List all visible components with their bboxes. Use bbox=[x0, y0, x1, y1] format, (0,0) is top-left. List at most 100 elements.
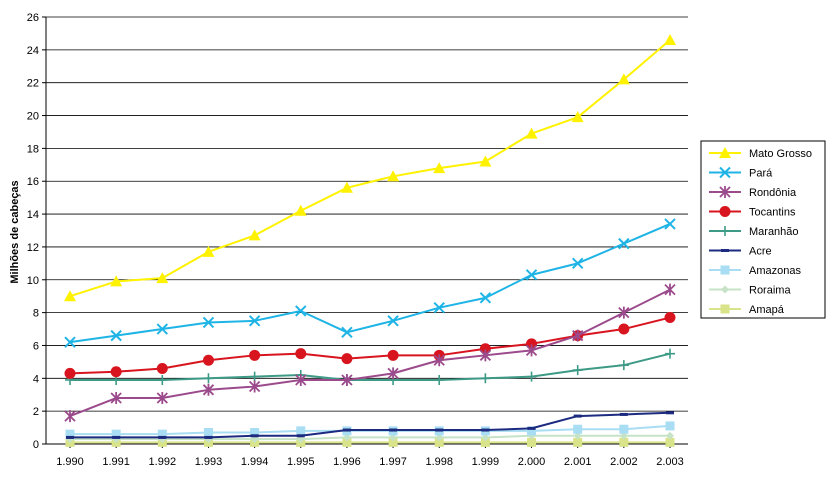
legend-swatch-marker bbox=[720, 226, 730, 236]
data-point bbox=[571, 257, 584, 270]
data-point bbox=[66, 435, 74, 439]
data-point bbox=[248, 315, 261, 327]
y-tick-label: 6 bbox=[33, 340, 39, 352]
y-tick-label: 18 bbox=[27, 143, 39, 155]
data-point bbox=[296, 434, 305, 438]
series-mato-grosso bbox=[64, 33, 676, 302]
data-point bbox=[157, 429, 167, 439]
data-point bbox=[203, 373, 214, 384]
data-point bbox=[479, 292, 492, 304]
data-point bbox=[156, 362, 168, 374]
legend-item-tocantins: Tocantins bbox=[709, 206, 796, 219]
data-point bbox=[527, 437, 537, 447]
data-point bbox=[665, 437, 675, 447]
y-tick-label: 24 bbox=[27, 45, 39, 57]
legend-swatch-marker bbox=[719, 186, 731, 198]
legend-swatch-marker bbox=[719, 147, 731, 158]
data-point bbox=[480, 437, 490, 447]
x-tick-label: 1.990 bbox=[56, 456, 84, 468]
data-point bbox=[341, 373, 353, 386]
legend-swatch-marker bbox=[720, 265, 730, 275]
data-point bbox=[525, 269, 538, 281]
legend-item-para: Pará bbox=[709, 166, 773, 180]
x-tick-label: 1.995 bbox=[287, 456, 315, 468]
legend-item-amazonas: Amazonas bbox=[709, 265, 801, 277]
legend-label: Pará bbox=[749, 168, 773, 180]
data-point bbox=[665, 348, 675, 359]
data-point bbox=[573, 424, 583, 434]
data-point bbox=[156, 323, 169, 335]
legend-swatch-marker bbox=[720, 304, 730, 314]
data-point bbox=[433, 162, 446, 174]
series-acre bbox=[66, 411, 674, 439]
legend-swatch-marker bbox=[719, 166, 731, 179]
series-line bbox=[70, 352, 671, 381]
data-point bbox=[295, 373, 307, 386]
x-tick-label: 1.997 bbox=[379, 456, 407, 468]
data-point bbox=[387, 349, 399, 361]
data-point bbox=[479, 349, 492, 362]
data-point bbox=[619, 424, 629, 434]
data-point bbox=[573, 414, 582, 418]
data-point bbox=[387, 315, 399, 327]
data-point bbox=[296, 426, 306, 436]
y-tick-label: 4 bbox=[33, 373, 39, 385]
series-line bbox=[69, 288, 671, 418]
data-point bbox=[64, 336, 76, 348]
legend-item-roraima: Roraima bbox=[709, 285, 791, 297]
data-point bbox=[572, 365, 583, 376]
data-point bbox=[434, 437, 444, 447]
data-point bbox=[573, 437, 583, 447]
x-tick-label: 2.002 bbox=[610, 456, 638, 468]
data-point bbox=[202, 383, 215, 396]
data-point bbox=[433, 301, 445, 314]
data-point bbox=[619, 412, 628, 416]
data-point bbox=[248, 380, 261, 393]
y-tick-label: 14 bbox=[27, 209, 39, 221]
data-point bbox=[64, 290, 76, 302]
y-tick-label: 20 bbox=[27, 111, 39, 123]
data-point bbox=[617, 73, 630, 85]
data-point bbox=[156, 392, 168, 405]
series-line bbox=[70, 434, 670, 441]
data-point bbox=[250, 434, 259, 438]
data-point bbox=[525, 127, 538, 139]
data-point bbox=[295, 305, 307, 317]
x-tick-label: 2.003 bbox=[656, 456, 684, 468]
legend-label: Mato Grosso bbox=[749, 148, 812, 160]
data-point bbox=[202, 245, 215, 257]
y-tick-label: 22 bbox=[27, 78, 39, 90]
data-point bbox=[572, 329, 584, 342]
legend-swatch-marker bbox=[721, 249, 729, 252]
data-point bbox=[664, 218, 676, 230]
data-point bbox=[618, 306, 630, 319]
x-tick-label: 1.998 bbox=[425, 456, 453, 468]
data-point bbox=[573, 431, 582, 440]
data-point bbox=[664, 312, 676, 324]
legend-label: Rondônia bbox=[749, 187, 797, 199]
data-point bbox=[434, 374, 445, 385]
legend-item-mato-grosso: Mato Grosso bbox=[709, 147, 812, 160]
data-point bbox=[571, 111, 584, 123]
data-point bbox=[342, 433, 351, 442]
y-tick-label: 0 bbox=[33, 439, 39, 451]
data-point bbox=[65, 429, 75, 439]
x-tick-label: 1.994 bbox=[241, 456, 269, 468]
x-tick-label: 1.999 bbox=[472, 456, 500, 468]
data-point bbox=[664, 283, 676, 296]
data-point bbox=[158, 435, 167, 439]
data-point bbox=[389, 428, 398, 432]
x-tick-label: 1.993 bbox=[195, 456, 223, 468]
data-point bbox=[481, 433, 490, 442]
legend-label: Roraima bbox=[749, 285, 791, 297]
data-point bbox=[341, 326, 353, 339]
data-point bbox=[202, 316, 215, 329]
data-point bbox=[389, 433, 398, 442]
data-point bbox=[156, 272, 169, 284]
y-tick-label: 12 bbox=[27, 242, 39, 254]
legend-item-rondonia: Rondônia bbox=[709, 186, 797, 199]
data-point bbox=[248, 229, 261, 241]
data-point bbox=[435, 433, 444, 442]
